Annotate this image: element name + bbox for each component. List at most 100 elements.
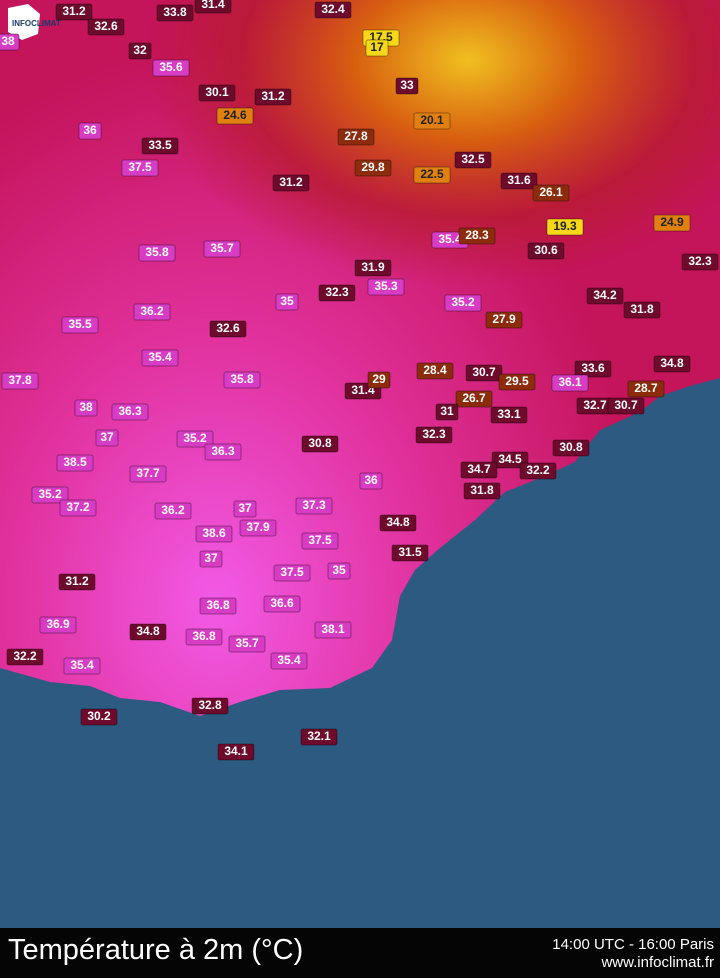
temperature: 32.6 bbox=[94, 19, 118, 33]
temperature: 34.8 bbox=[386, 515, 410, 529]
temperature: 36.9 bbox=[46, 617, 70, 631]
temperature: 28.4 bbox=[423, 363, 447, 377]
label-box bbox=[195, 525, 233, 543]
temperature: 32.6 bbox=[216, 321, 240, 335]
label-box bbox=[204, 443, 242, 461]
station-label: 28.7 bbox=[627, 380, 665, 398]
logo-text: INFOCLIMAT bbox=[12, 19, 61, 28]
temperature: 31.2 bbox=[279, 175, 303, 189]
station-label: 33.5 bbox=[141, 137, 179, 155]
station-label: 31.5 bbox=[391, 544, 429, 562]
label-box bbox=[239, 519, 277, 537]
temperature: 32.2 bbox=[526, 463, 550, 477]
station-label: 34.8 bbox=[379, 514, 417, 532]
temperature: 31.2 bbox=[261, 89, 285, 103]
label-box bbox=[367, 278, 405, 296]
temperature: 36.6 bbox=[270, 596, 294, 610]
label-box bbox=[552, 439, 590, 457]
station-label: 32 bbox=[128, 42, 152, 60]
label-box bbox=[59, 499, 97, 517]
label-box bbox=[327, 562, 351, 580]
station-label: 32.5 bbox=[454, 151, 492, 169]
station-label: 36.9 bbox=[39, 616, 77, 634]
station-label: 31.8 bbox=[623, 301, 661, 319]
temperature: 36 bbox=[83, 123, 97, 137]
station-label: 37.5 bbox=[273, 564, 311, 582]
station-label: 33.8 bbox=[156, 4, 194, 22]
label-box bbox=[61, 316, 99, 334]
logo: INFOCLIMAT bbox=[8, 4, 61, 40]
station-label: 36.8 bbox=[185, 628, 223, 646]
station-label: 37 bbox=[199, 550, 223, 568]
station-label: 36.2 bbox=[133, 303, 171, 321]
label-box bbox=[176, 430, 214, 448]
temperature: 36.2 bbox=[161, 503, 185, 517]
label-box bbox=[416, 362, 454, 380]
station-label: 35.4 bbox=[270, 652, 308, 670]
station-label: 32.3 bbox=[318, 284, 356, 302]
temperature: 32.1 bbox=[307, 729, 331, 743]
label-box bbox=[209, 320, 247, 338]
station-label: 36.6 bbox=[263, 595, 301, 613]
temperature: 36 bbox=[364, 473, 378, 487]
temperature: 37.5 bbox=[128, 160, 152, 174]
station-label: 38.6 bbox=[195, 525, 233, 543]
temperature: 32.4 bbox=[321, 2, 345, 16]
temperature: 35.4 bbox=[148, 350, 172, 364]
temperature: 32.5 bbox=[461, 152, 485, 166]
station-label: 29.5 bbox=[498, 373, 536, 391]
label-box bbox=[87, 18, 125, 36]
label-box bbox=[141, 349, 179, 367]
temperature: 26.7 bbox=[462, 391, 486, 405]
temperature: 37.7 bbox=[136, 466, 160, 480]
station-label: 31.6 bbox=[500, 172, 538, 190]
label-box bbox=[138, 244, 176, 262]
station-label: 26.1 bbox=[532, 184, 570, 202]
label-box bbox=[39, 616, 77, 634]
station-label: 35.6 bbox=[152, 59, 190, 77]
temperature: 34.8 bbox=[660, 356, 684, 370]
station-label: 35.2 bbox=[31, 486, 69, 504]
temperature: 36.3 bbox=[118, 404, 142, 418]
station-label: 36 bbox=[78, 122, 102, 140]
station-label: 32.6 bbox=[209, 320, 247, 338]
station-label: 27.8 bbox=[337, 128, 375, 146]
label-box bbox=[58, 573, 96, 591]
station-label: 34.8 bbox=[129, 623, 167, 641]
temperature: 31.4 bbox=[201, 0, 225, 11]
temperature: 37.5 bbox=[280, 565, 304, 579]
label-box bbox=[454, 151, 492, 169]
temperature: 36.1 bbox=[558, 375, 582, 389]
station-label: 35 bbox=[275, 293, 299, 311]
label-box bbox=[80, 708, 118, 726]
temperature: 24.6 bbox=[223, 108, 247, 122]
label-box bbox=[141, 137, 179, 155]
label-box bbox=[217, 743, 255, 761]
temperature: 30.2 bbox=[87, 709, 111, 723]
station-label: 31.2 bbox=[272, 174, 310, 192]
label-box bbox=[519, 462, 557, 480]
station-label: 32.1 bbox=[300, 728, 338, 746]
label-box bbox=[56, 454, 94, 472]
temperature: 35.4 bbox=[277, 653, 301, 667]
station-label: 35 bbox=[327, 562, 351, 580]
station-label: 34.7 bbox=[460, 461, 498, 479]
station-label: 33.1 bbox=[490, 406, 528, 424]
station-label: 28.3 bbox=[458, 227, 496, 245]
station-label: 37.5 bbox=[301, 532, 339, 550]
temperature: 30.1 bbox=[205, 85, 229, 99]
station-label: 30.7 bbox=[465, 364, 503, 382]
station-label: 35.2 bbox=[176, 430, 214, 448]
temperature: 36.3 bbox=[211, 444, 235, 458]
label-box bbox=[223, 371, 261, 389]
label-box bbox=[460, 461, 498, 479]
legend-title: Température à 2m (°C) bbox=[8, 934, 304, 966]
temperature: 35.6 bbox=[159, 60, 183, 74]
label-box bbox=[318, 284, 356, 302]
label-box bbox=[379, 514, 417, 532]
temperature: 32.2 bbox=[13, 649, 37, 663]
label-box bbox=[551, 374, 589, 392]
station-label: 22.5 bbox=[413, 166, 451, 184]
temperature: 29.5 bbox=[505, 374, 529, 388]
temperature: 35 bbox=[332, 563, 346, 577]
